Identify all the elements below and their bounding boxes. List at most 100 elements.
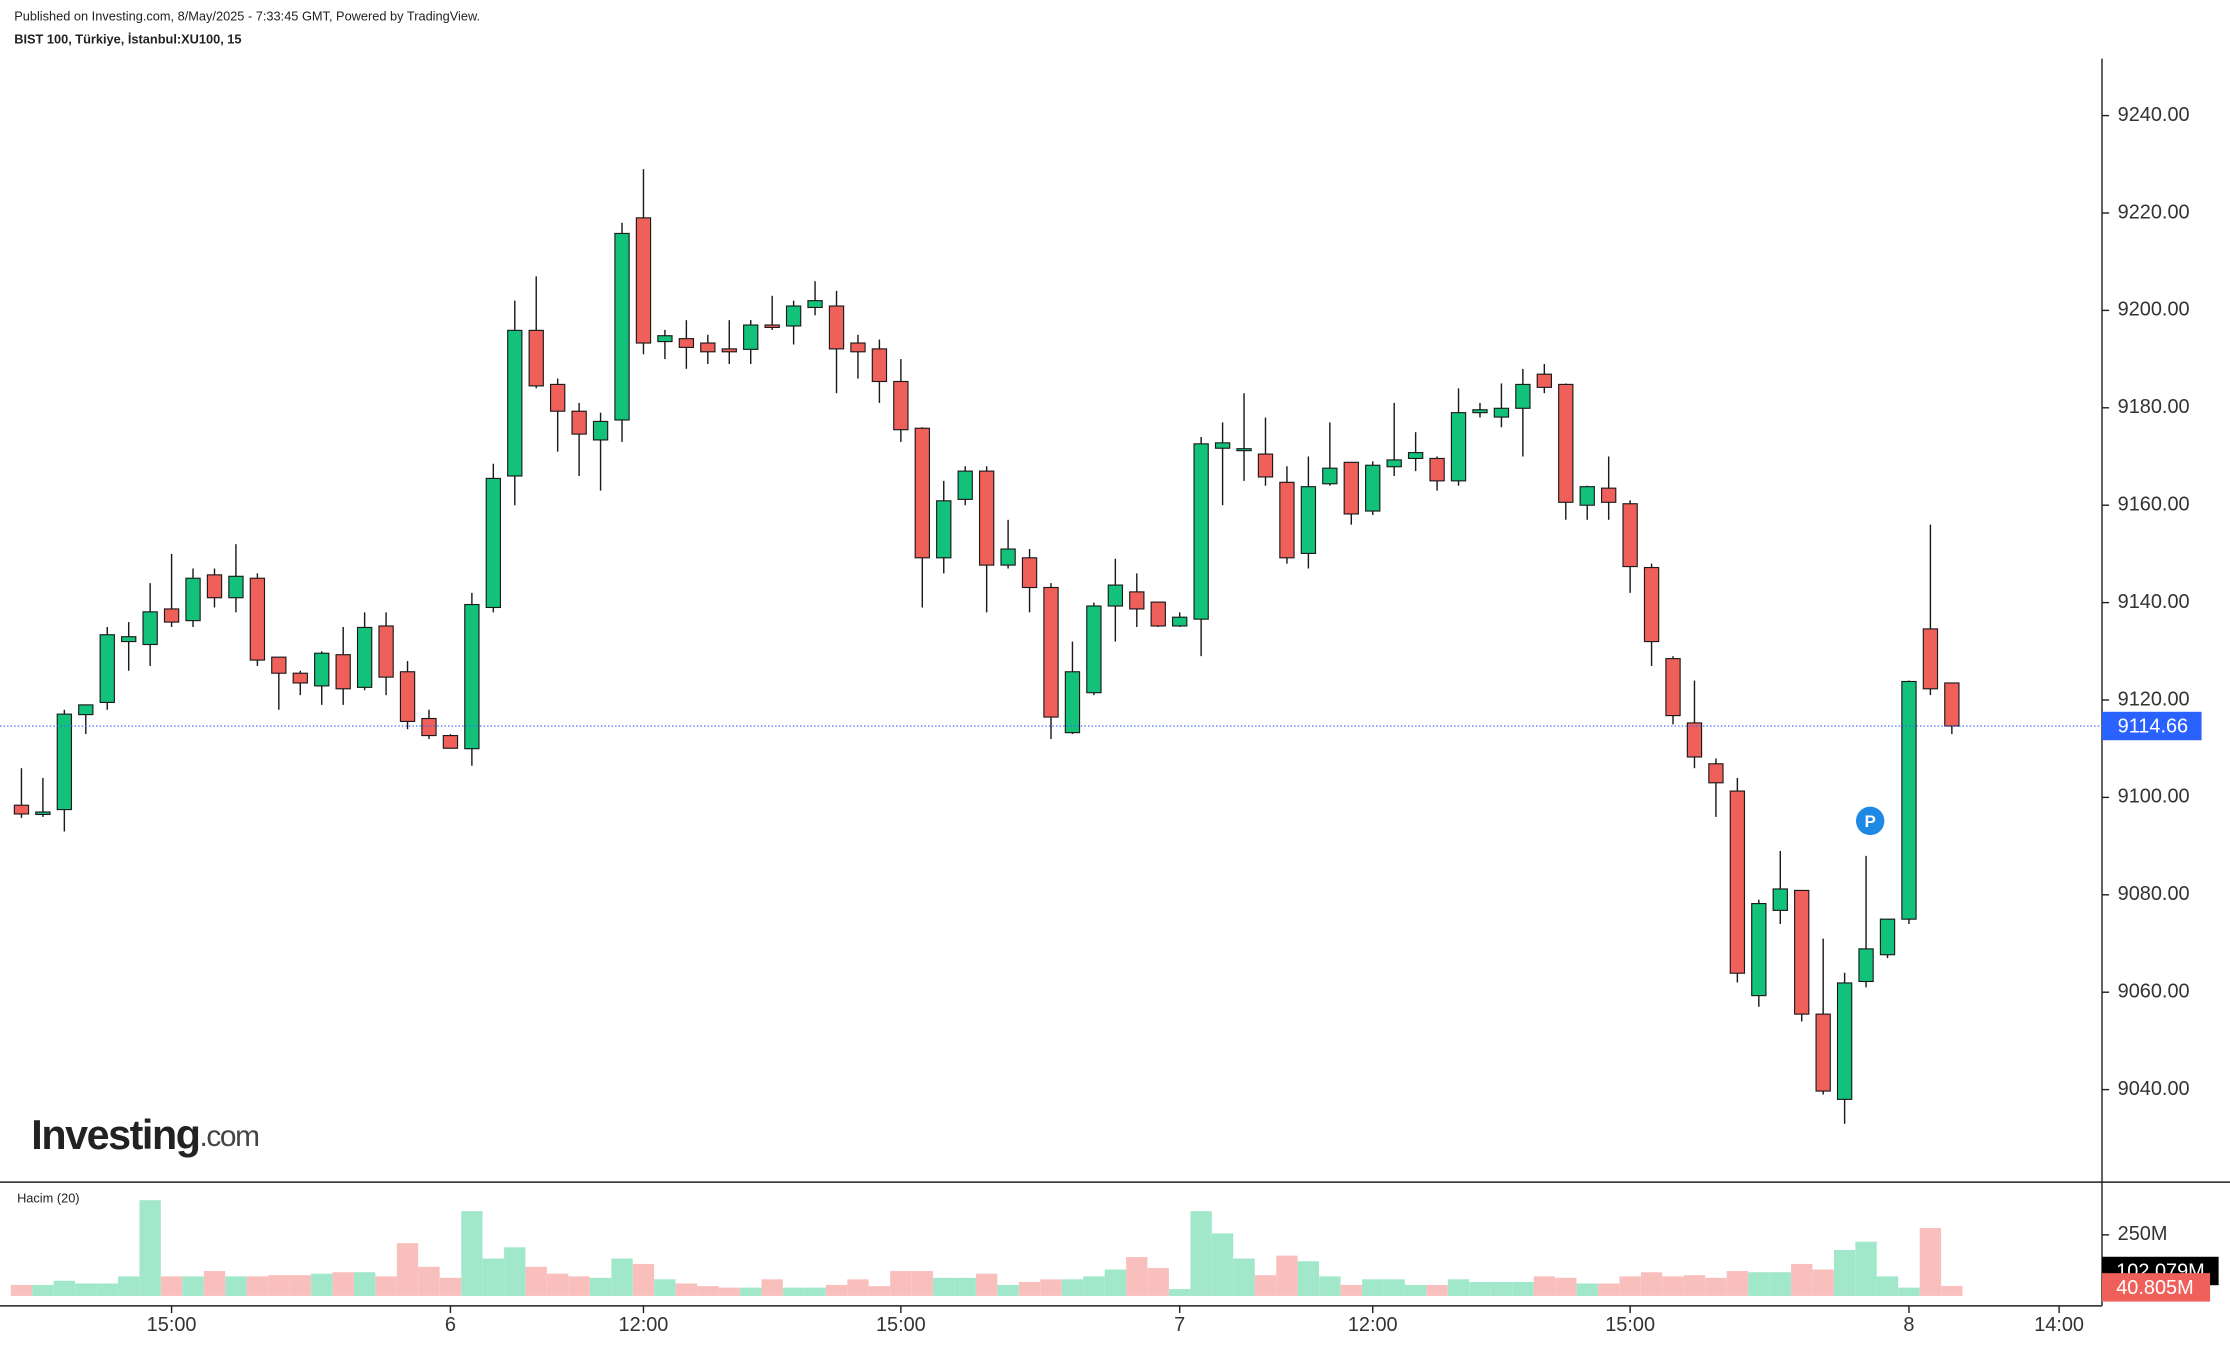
published-note: Published on Investing.com, 8/May/2025 -…: [14, 9, 480, 24]
candle-body: [871, 348, 888, 383]
logo: Investing.com: [31, 1112, 258, 1158]
candle-body: [957, 470, 973, 500]
volume-bar: [1598, 1283, 1620, 1296]
candle-body: [1193, 443, 1209, 620]
candle-body: [142, 611, 158, 646]
volume-bar: [311, 1273, 333, 1296]
x-tick-label: 15:00: [147, 1314, 197, 1336]
candle-body: [1836, 982, 1853, 1100]
event-marker-label[interactable]: P: [1864, 812, 1875, 831]
candle-body: [1600, 487, 1617, 503]
volume-bar: [139, 1200, 161, 1296]
x-tick-label: 6: [445, 1314, 456, 1336]
candle-body: [1257, 453, 1274, 478]
candle-body: [206, 574, 223, 599]
volume-bar: [718, 1287, 740, 1296]
candle-body: [1579, 486, 1595, 506]
volume-bar: [1126, 1257, 1148, 1296]
last-price-box: [2102, 711, 2202, 741]
y-tick-label: 9100.00: [2118, 786, 2190, 808]
volume-bar: [1941, 1285, 1963, 1296]
candle-body: [1558, 383, 1574, 503]
candle-body: [335, 654, 351, 690]
candle-body: [1472, 409, 1488, 414]
volume-bar: [1876, 1276, 1899, 1296]
volume-bar: [782, 1287, 805, 1296]
volume-bar: [1319, 1276, 1341, 1296]
candle-body: [936, 500, 952, 559]
volume-bar: [740, 1287, 762, 1296]
x-tick-label: 12:00: [619, 1314, 669, 1336]
volume-bar: [911, 1271, 933, 1296]
volume-bar: [847, 1279, 869, 1296]
volume-bar: [997, 1284, 1019, 1296]
candle-body: [807, 300, 823, 309]
candle-body: [1944, 682, 1960, 727]
candle-body: [1365, 464, 1381, 512]
volume-bar: [761, 1279, 783, 1296]
volume-last-label: 40.805M: [2116, 1277, 2193, 1299]
volume-bar: [1898, 1287, 1920, 1296]
candle-body: [1322, 467, 1338, 485]
volume-bar: [1469, 1281, 1491, 1296]
volume-bar: [1769, 1272, 1791, 1296]
y-tick-label: 9200.00: [2118, 299, 2190, 321]
volume-bar: [1254, 1275, 1277, 1296]
candle-body: [1794, 889, 1810, 1015]
x-tick-label: 7: [1174, 1314, 1185, 1336]
y-tick-label: 9180.00: [2118, 396, 2190, 418]
candle-body: [314, 652, 330, 687]
candle-body: [1300, 486, 1317, 554]
candle-body: [271, 656, 287, 674]
volume-bar: [611, 1258, 633, 1296]
x-tick-label: 12:00: [1348, 1314, 1398, 1336]
candle-body: [1536, 373, 1553, 388]
logo-name: Investing: [31, 1112, 199, 1158]
candle-body: [1064, 671, 1081, 734]
volume-bar: [75, 1283, 97, 1296]
candle-body: [1622, 503, 1638, 568]
volume-bar: [1147, 1268, 1169, 1296]
x-tick-label: 15:00: [1605, 1314, 1655, 1336]
volume-bar: [1404, 1284, 1427, 1296]
y-tick-label: 9160.00: [2118, 493, 2190, 515]
volume-bar: [1169, 1289, 1191, 1296]
volume-bar: [1362, 1279, 1384, 1296]
volume-bar: [289, 1275, 311, 1296]
candle-body: [1021, 557, 1038, 589]
candle-body: [1665, 658, 1681, 717]
candle-body: [1922, 628, 1939, 690]
candle-body: [1107, 584, 1124, 607]
candle-body: [1236, 448, 1252, 452]
volume-bar: [439, 1277, 462, 1296]
y-tick-label: 9120.00: [2118, 688, 2190, 710]
volume-bar: [1190, 1211, 1212, 1296]
x-tick-label: 8: [1903, 1314, 1914, 1336]
volume-bar: [1576, 1283, 1598, 1296]
volume-bar: [1276, 1255, 1298, 1296]
x-tick-label: 14:00: [2034, 1314, 2084, 1336]
candle-body: [528, 329, 544, 387]
candle-body: [1172, 616, 1188, 627]
volume-bar: [675, 1283, 698, 1296]
candle-body: [1000, 548, 1016, 566]
volume-bar: [933, 1277, 955, 1296]
candle-body: [1150, 601, 1166, 627]
candle-body: [657, 335, 673, 343]
volume-bar: [461, 1211, 483, 1296]
candle-body: [378, 625, 394, 678]
volume-bar: [1555, 1277, 1577, 1296]
event-marker[interactable]: [1855, 806, 1885, 836]
volume-bar: [1061, 1279, 1084, 1296]
logo-suffix: .com: [200, 1120, 259, 1153]
volume-bar: [10, 1284, 33, 1296]
candle-body: [1858, 948, 1874, 983]
volume-bar: [1705, 1277, 1727, 1296]
volume-bar: [1297, 1261, 1320, 1296]
volume-bar: [697, 1286, 719, 1296]
volume-bar: [246, 1276, 269, 1296]
volume-bar: [1619, 1276, 1641, 1296]
candle-body: [1515, 383, 1531, 409]
volume-bar: [203, 1271, 226, 1296]
